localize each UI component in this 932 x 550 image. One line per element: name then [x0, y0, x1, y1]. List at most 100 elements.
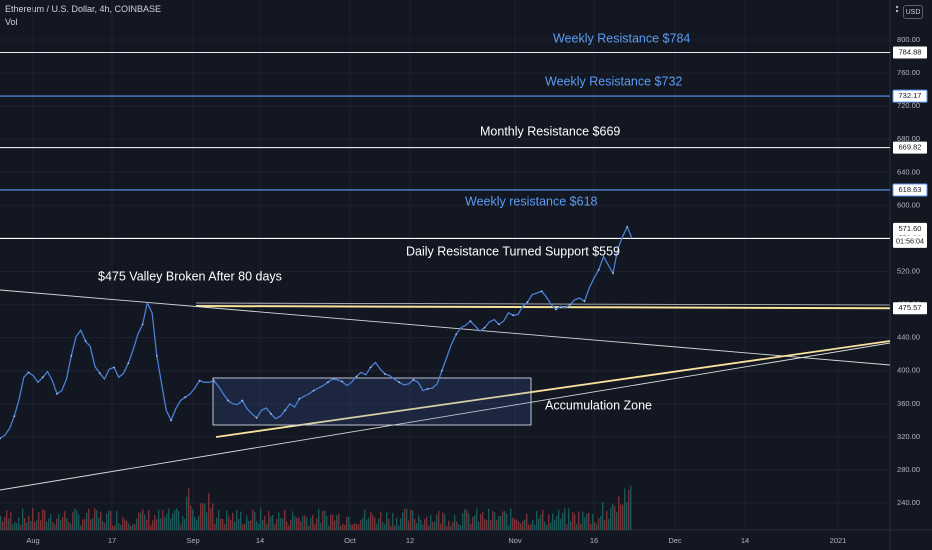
volume-bar	[620, 504, 622, 530]
volume-bar	[612, 503, 614, 530]
volume-bar	[460, 525, 462, 530]
volume-bar	[136, 518, 138, 530]
price-point	[597, 268, 600, 271]
y-tick-label: 800.00	[897, 35, 920, 44]
volume-bar	[312, 514, 314, 530]
volume-bar	[42, 509, 44, 530]
volume-bar	[306, 517, 308, 530]
volume-bar	[518, 521, 520, 530]
price-point	[327, 381, 329, 384]
volume-bar	[342, 523, 344, 530]
volume-bar	[6, 510, 8, 530]
volume-bar	[222, 518, 224, 530]
price-tag[interactable]	[893, 141, 927, 154]
price-point	[398, 381, 401, 384]
price-tag[interactable]	[892, 183, 928, 197]
volume-bar	[60, 520, 62, 530]
price-point	[155, 354, 158, 357]
volume-bar	[438, 510, 440, 530]
volume-bar	[94, 508, 96, 530]
volume-bar	[414, 519, 416, 530]
price-point	[298, 397, 301, 400]
volume-bar	[180, 524, 182, 530]
volume-bar	[118, 523, 120, 530]
volume-bar	[284, 510, 286, 530]
volume-bar	[24, 518, 26, 530]
bell-icon[interactable]	[893, 4, 901, 16]
volume-bar	[354, 523, 356, 530]
x-tick-label: 14	[741, 536, 749, 545]
volume-bar	[536, 510, 538, 530]
price-point	[227, 399, 230, 402]
volume-bar	[538, 518, 540, 530]
x-tick-label: 17	[108, 536, 116, 545]
volume-bar	[26, 522, 28, 530]
volume-bar	[152, 520, 154, 530]
volume-bar	[400, 518, 402, 530]
volume-bar	[208, 492, 210, 530]
volume-bar	[630, 485, 632, 530]
volume-bar	[170, 518, 172, 530]
volume-bar	[606, 510, 608, 530]
volume-bar	[394, 525, 396, 530]
price-point	[412, 378, 415, 381]
volume-bar	[332, 514, 334, 530]
volume-bar	[210, 508, 212, 530]
volume-bar	[360, 520, 362, 530]
volume-bar	[66, 518, 68, 530]
price-tag-label: 732.17	[899, 91, 922, 100]
accumulation-zone-box[interactable]	[212, 377, 532, 426]
price-point	[56, 393, 58, 395]
volume-bar	[142, 509, 144, 530]
volume-bar	[340, 525, 342, 530]
volume-bar	[618, 496, 620, 530]
volume-bar	[590, 523, 592, 530]
price-point	[141, 323, 144, 326]
price-point	[113, 366, 115, 369]
volume-bar	[166, 513, 168, 530]
x-tick-label: 12	[406, 536, 414, 545]
ascending-trendline-lower[interactable]	[0, 342, 891, 491]
y-tick-label: 440.00	[897, 333, 920, 342]
volume-bar	[96, 510, 98, 530]
volume-bar	[48, 518, 50, 530]
price-tag[interactable]	[893, 46, 927, 59]
volume-bar	[124, 519, 126, 530]
price-line-series[interactable]	[0, 225, 633, 440]
volume-bar	[32, 508, 34, 530]
price-tag[interactable]	[893, 222, 927, 235]
volume-bar	[514, 519, 516, 530]
currency-badge[interactable]: USD	[903, 5, 923, 19]
volume-bar	[130, 525, 132, 530]
symbol-title[interactable]: Ethereum / U.S. Dollar, 4h, COINBASE	[5, 4, 162, 14]
price-point	[184, 396, 187, 399]
volume-bar	[366, 519, 368, 530]
volume-bar	[324, 510, 326, 530]
price-point	[41, 376, 44, 379]
price-tag[interactable]	[892, 89, 928, 103]
volume-bar	[232, 512, 234, 530]
volume-bar	[164, 517, 166, 530]
volume-bar	[76, 510, 78, 530]
volume-bar	[542, 509, 544, 530]
volume-bar	[216, 517, 218, 530]
volume-bar	[488, 508, 490, 530]
volume-bar	[528, 524, 530, 530]
volume-label[interactable]: Vol	[5, 17, 18, 27]
volume-bar	[292, 511, 294, 530]
volume-bar	[498, 515, 500, 530]
volume-bar	[44, 510, 46, 530]
price-tag[interactable]	[893, 302, 927, 315]
line-475-support[interactable]	[195, 305, 891, 310]
descending-trendline[interactable]	[0, 289, 891, 366]
volume-bar	[524, 519, 526, 530]
volume-bar	[348, 516, 350, 530]
volume-bar	[502, 511, 504, 530]
volume-bar	[592, 513, 594, 530]
volume-bar	[154, 515, 156, 530]
volume-bar	[450, 525, 452, 530]
ascending-trendline-yellow[interactable]	[215, 340, 891, 438]
volume-bar	[412, 510, 414, 530]
volume-bar	[382, 522, 384, 530]
